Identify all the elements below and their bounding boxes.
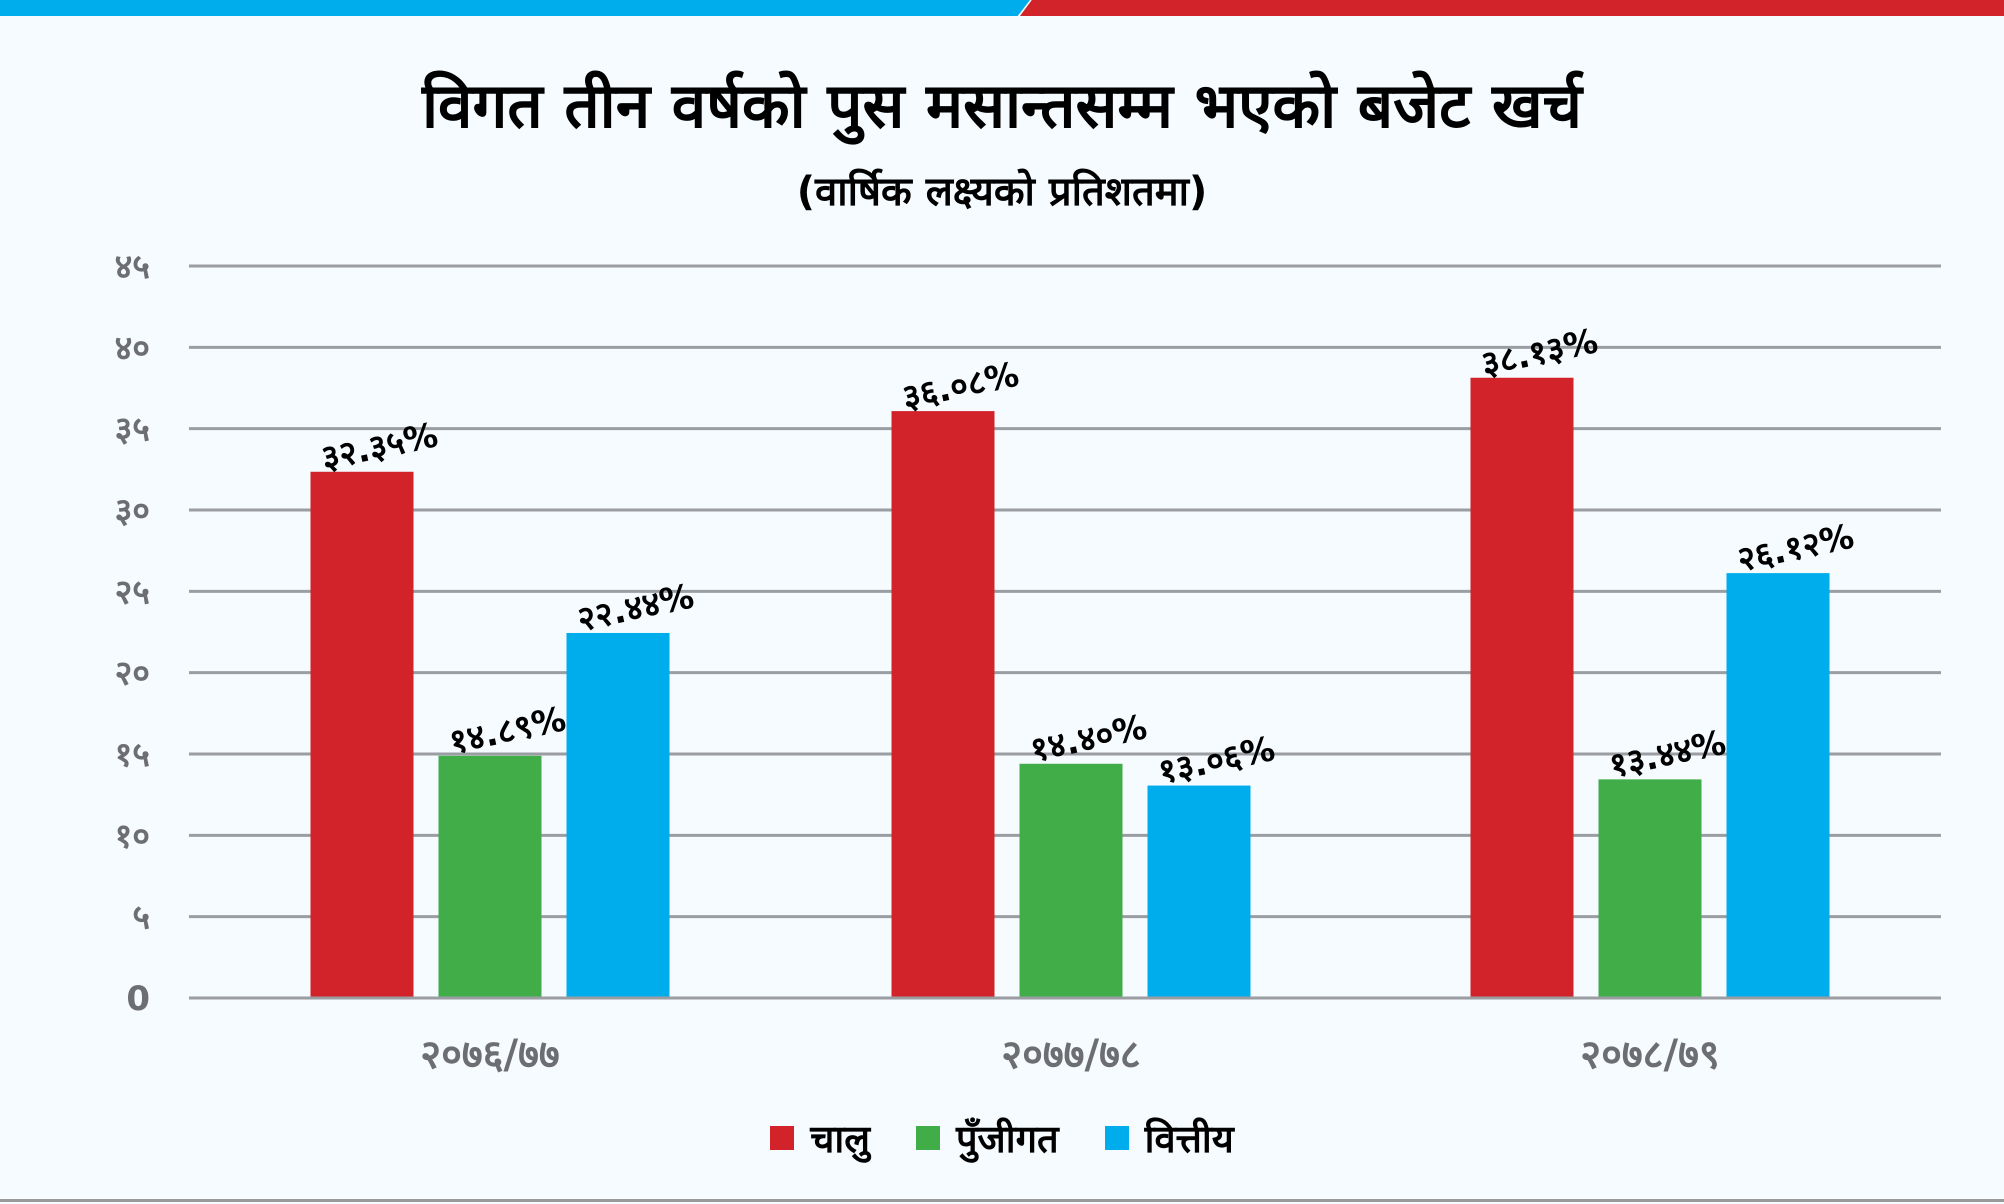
x-tick-label: २०७८/७९ [1580, 1032, 1719, 1078]
bar-bittiya [1147, 785, 1251, 998]
legend-swatch [915, 1126, 940, 1150]
bar-chalu [1470, 377, 1574, 998]
y-tick-label: ४५ [115, 247, 150, 287]
legend-label: पुँजीगत [955, 1117, 1059, 1161]
data-label: १४.४०% [1027, 707, 1150, 771]
top-accent-bar-red [1020, 0, 2004, 16]
legend-item: पुँजीगत [915, 1112, 1059, 1164]
bar-punjigat [1019, 763, 1123, 998]
y-tick-label: 0 [126, 979, 150, 1019]
y-tick-label: ३५ [115, 410, 150, 450]
y-tick-label: १० [115, 816, 150, 856]
bar-bittiya [1726, 573, 1830, 998]
bar-punjigat [1598, 779, 1702, 998]
bar-chalu [310, 471, 414, 999]
bar-bittiya [566, 632, 670, 998]
legend-item: वित्तीय [1104, 1112, 1234, 1164]
legend-swatch [770, 1126, 795, 1150]
data-label: ३६.०८% [899, 355, 1022, 419]
x-tick-label: २०७६/७७ [420, 1032, 559, 1078]
y-tick-label: १५ [115, 735, 150, 775]
data-label: २६.१२% [1734, 517, 1857, 581]
legend: चालु पुँजीगत वित्तीय [0, 1112, 2004, 1164]
data-label: २२.४४% [574, 576, 697, 640]
legend-swatch [1104, 1126, 1129, 1150]
bar-punjigat [438, 755, 542, 998]
legend-item: चालु [770, 1112, 870, 1164]
chart-subtitle: (वार्षिक लक्ष्यको प्रतिशतमा) [796, 169, 1208, 215]
top-accent-bar-blue [0, 0, 1030, 16]
data-label: १३.४४% [1606, 723, 1729, 787]
legend-label: चालु [810, 1117, 870, 1161]
bar-chalu [891, 411, 995, 999]
y-tick-label: ३० [115, 491, 150, 531]
legend-label: वित्तीय [1144, 1117, 1234, 1161]
data-label: ३२.३५% [318, 415, 441, 479]
data-label: ३८.१३% [1478, 321, 1601, 385]
y-tick-label: २० [115, 654, 150, 694]
chart-title: विगत तीन वर्षको पुस मसान्तसम्म भएको बजेट… [421, 69, 1583, 142]
y-tick-label: ५ [132, 898, 150, 938]
y-tick-label: २५ [115, 572, 150, 612]
bottom-divider [0, 1199, 2004, 1202]
y-tick-label: ४० [115, 328, 150, 368]
x-tick-label: २०७७/७८ [1001, 1032, 1140, 1078]
data-label: १३.०६% [1155, 729, 1278, 793]
